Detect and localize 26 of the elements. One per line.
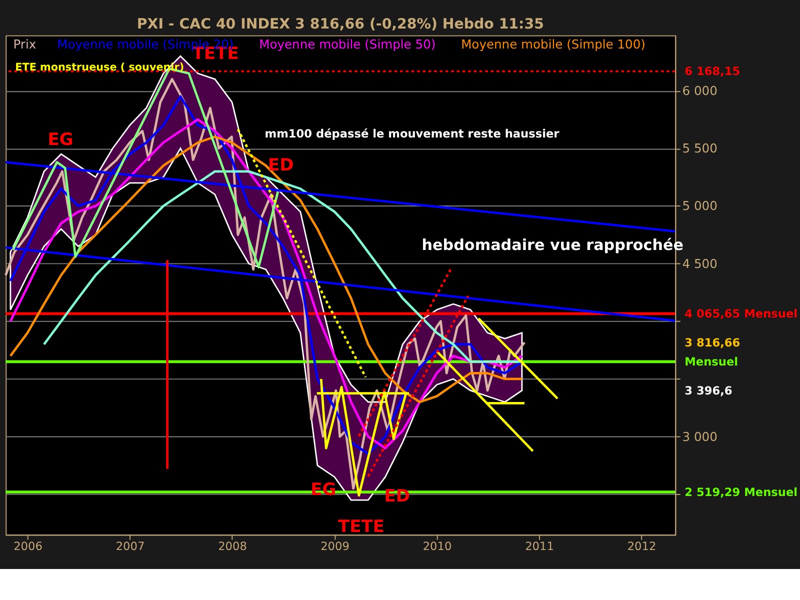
- ref-line-label: Mensuel: [684, 354, 738, 368]
- text: 3 396,6: [684, 384, 732, 398]
- text: 3 816,66: [684, 335, 740, 350]
- x-tick-label: 2006: [14, 539, 42, 554]
- x-tick-label: 2012: [627, 539, 656, 554]
- x-tick-label: 2010: [422, 539, 452, 554]
- text: Moyenne mobile (Simple 50): [259, 38, 436, 52]
- text: Prix: [13, 38, 36, 52]
- ref-line-label: 6 168,15: [684, 64, 740, 78]
- chart-title: PXI - CAC 40 INDEX 3 816,66 (-0,28%) Hebdo 11:35: [136, 16, 544, 33]
- ref-line-label: 2 519,29 Mensuel: [684, 484, 798, 499]
- x-tick-label: 2011: [525, 539, 554, 554]
- y-tick-label: 3 000: [682, 430, 718, 444]
- annotation: EG: [48, 130, 74, 150]
- y-tick-label: 6 000: [682, 84, 718, 98]
- y-tick-label: 4 500: [682, 256, 718, 271]
- y-tick-label: 5 000: [682, 199, 718, 214]
- annotation: TETE: [338, 516, 384, 537]
- x-tick-label: 2008: [218, 539, 247, 554]
- x-tick-label: 2007: [116, 539, 145, 554]
- x-tick-label: 2009: [320, 539, 350, 554]
- ref-line-label: 4 065,65 Mensuel: [684, 306, 798, 321]
- annotation: ED: [268, 156, 294, 176]
- y-tick-label: 5 500: [682, 142, 718, 156]
- annotation: mm100 dépassé le mouvement reste haussier: [264, 126, 560, 140]
- text: Moyenne mobile (Simple 100): [461, 38, 646, 52]
